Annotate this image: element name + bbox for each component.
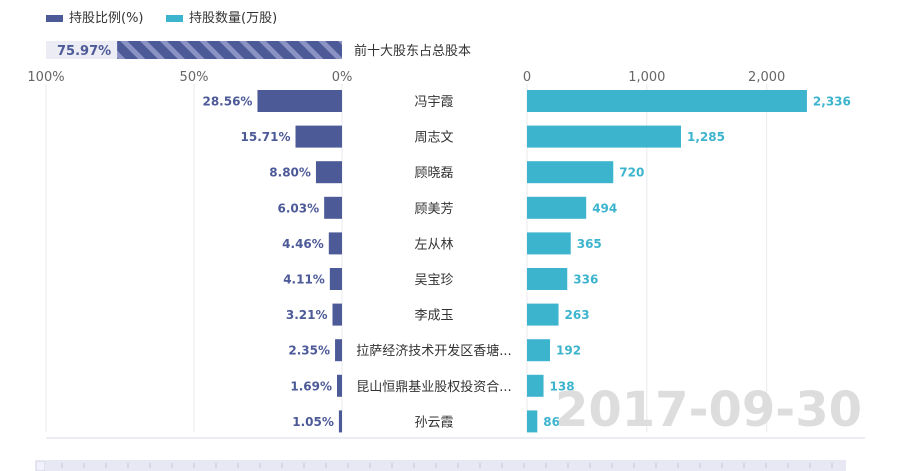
shares-label: 1,285 [687, 130, 725, 144]
timeline-scrollbar[interactable] [46, 460, 846, 471]
ratio-axis-tick: 0% [332, 70, 353, 85]
shareholder-name: 顾晓磊 [414, 166, 453, 181]
timeline-ticks [61, 463, 833, 468]
shares-bar [527, 90, 807, 112]
shares-bar [527, 125, 681, 148]
ratio-label: 4.11% [283, 273, 325, 287]
shares-label: 365 [577, 237, 602, 251]
legend-swatch [46, 15, 63, 22]
ratio-axis-tick: 50% [180, 70, 209, 85]
shares-label: 336 [573, 273, 598, 287]
shareholder-name: 昆山恒鼎基业股权投资合... [356, 379, 511, 395]
shareholder-name: 周志文 [414, 131, 453, 146]
shares-label: 192 [556, 344, 581, 358]
legend-label: 持股数量(万股) [189, 11, 277, 26]
ratio-bar [315, 161, 342, 184]
timeline-handle[interactable] [35, 460, 46, 471]
shares-bar [527, 196, 587, 219]
shareholder-name: 孙云霞 [414, 415, 453, 430]
ratio-axis: 100% 50% 0% [27, 70, 352, 85]
ratio-axis-tick: 100% [27, 70, 64, 85]
grid-lines [45, 84, 768, 432]
ratio-bars: 28.56% 15.71% 8.80% 6.03% 4.46% 4.11% 3.21% 2.3… [202, 90, 342, 433]
ratio-bar [335, 339, 342, 362]
shares-axis-tick: 0 [523, 70, 531, 85]
ratio-bar [329, 268, 342, 290]
ratio-label: 28.56% [202, 95, 252, 109]
shareholder-name: 冯宇霞 [414, 95, 453, 110]
shares-bars: 2,336 1,285 720 494 365 336 263 192 138 86 [527, 90, 851, 433]
legend-label: 持股比例(%) [69, 11, 144, 26]
shares-label: 263 [565, 308, 590, 322]
legend: 持股比例(%) 持股数量(万股) [46, 11, 277, 26]
legend-swatch [166, 15, 183, 22]
summary-row: 75.97% 前十大股东占总股本 [46, 41, 471, 59]
shareholder-name: 左从林 [414, 237, 453, 252]
shares-bar [527, 268, 568, 290]
date-watermark: 2017-09-30 [555, 382, 862, 438]
ratio-bar [257, 90, 342, 112]
shares-label: 720 [619, 166, 644, 180]
shareholder-name: 吴宝珍 [414, 273, 453, 288]
ratio-bar [336, 374, 342, 397]
shareholder-name: 拉萨经济技术开发区香塘... [356, 343, 511, 359]
ratio-label: 6.03% [278, 201, 320, 215]
ratio-bar [324, 196, 342, 219]
ratio-label: 2.35% [288, 344, 330, 358]
ratio-label: 1.05% [292, 415, 334, 429]
shares-label: 494 [592, 201, 617, 215]
shares-axis-tick: 1,000 [628, 70, 665, 85]
ratio-bar [332, 303, 342, 326]
shares-bar [527, 232, 571, 255]
shares-bar [527, 339, 551, 362]
summary-value: 75.97% [57, 44, 111, 59]
shares-axis: 0 1,000 2,000 [523, 70, 785, 85]
shares-axis-tick: 2,000 [748, 70, 785, 85]
ratio-bar [338, 410, 342, 433]
shares-label: 2,336 [813, 95, 851, 109]
shareholder-name: 李成玉 [414, 309, 453, 324]
ratio-label: 1.69% [290, 379, 332, 393]
timeline-slider[interactable] [35, 437, 865, 471]
ratio-bar [295, 125, 342, 148]
summary-label: 前十大股东占总股本 [354, 43, 471, 59]
ratio-label: 3.21% [286, 308, 328, 322]
shares-bar [527, 410, 538, 433]
ratio-bar [328, 232, 342, 255]
shares-label: 86 [543, 415, 560, 429]
shares-bar [527, 161, 614, 184]
shareholder-name: 顾美芳 [414, 202, 453, 217]
ratio-label: 4.46% [282, 237, 324, 251]
shares-bar [527, 303, 559, 326]
summary-fill-bar [117, 41, 342, 59]
ratio-label: 8.80% [269, 166, 311, 180]
ratio-label: 15.71% [241, 130, 291, 144]
shares-label: 138 [550, 379, 575, 393]
shares-bar [527, 374, 544, 397]
